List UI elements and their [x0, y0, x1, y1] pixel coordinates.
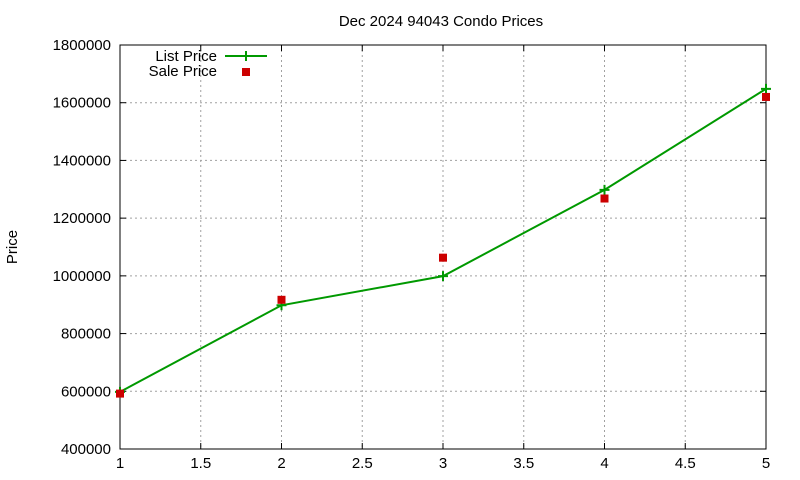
- sale-price-point: [439, 253, 447, 262]
- y-tick-label: 1000000: [53, 268, 111, 285]
- x-tick-label: 3: [439, 455, 447, 472]
- legend-label-list-price: List Price: [155, 48, 217, 65]
- sale-price-point: [116, 389, 124, 398]
- y-tick-label: 1200000: [53, 210, 111, 227]
- legend-marker-sale-price: [242, 68, 250, 76]
- x-tick-label: 3.5: [513, 455, 534, 472]
- sale-price-point: [277, 295, 286, 304]
- y-tick-label: 600000: [61, 383, 111, 400]
- y-tick-label: 1800000: [53, 37, 111, 54]
- legend-label-sale-price: Sale Price: [149, 63, 217, 80]
- legend-marker-list-price: [241, 51, 251, 61]
- x-tick-label: 1.5: [190, 455, 211, 472]
- chart-title: Dec 2024 94043 Condo Prices: [339, 13, 543, 30]
- list-price-point: [438, 271, 448, 282]
- y-axis-label: Price: [4, 230, 21, 264]
- list-price-point: [599, 184, 610, 195]
- x-tick-label: 5: [762, 455, 770, 472]
- x-tick-label: 2.5: [352, 455, 373, 472]
- sale-price-point: [600, 194, 609, 203]
- list-price-point: [761, 83, 771, 94]
- grid: [120, 45, 766, 449]
- y-tick-label: 800000: [61, 326, 111, 343]
- ticks: 1 1.5 2 2.5 3 3.5 4 4.5 5 400000 600000 800000 10000…: [53, 37, 771, 472]
- sale-price-point: [762, 92, 770, 101]
- series: [115, 83, 771, 398]
- x-tick-label: 4: [600, 455, 608, 472]
- y-tick-label: 400000: [61, 441, 111, 458]
- x-tick-label: 4.5: [675, 455, 696, 472]
- y-tick-label: 1600000: [53, 95, 111, 112]
- x-tick-label: 1: [116, 455, 124, 472]
- y-tick-label: 1400000: [53, 152, 111, 169]
- x-tick-label: 2: [277, 455, 285, 472]
